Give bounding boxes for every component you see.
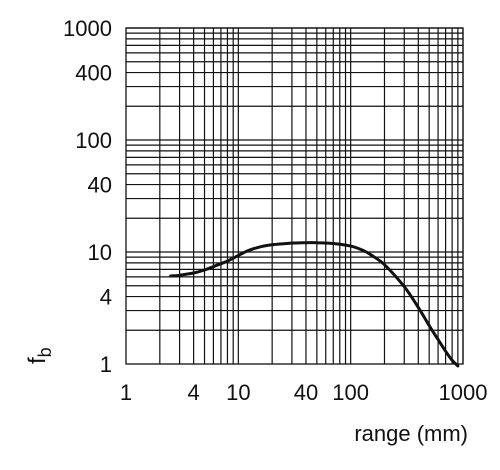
x-tick-label: 100: [332, 380, 369, 405]
x-tick-labels: 1 4 10 40 100 1000: [120, 380, 488, 405]
y-axis-label-main: f: [24, 357, 51, 364]
plot-frame: [125, 27, 464, 365]
y-tick-label: 1: [100, 352, 112, 377]
y-tick-label: 10: [88, 240, 112, 265]
y-axis-label: fb: [24, 347, 55, 364]
y-tick-label: 1000: [63, 16, 112, 41]
y-tick-label: 400: [75, 61, 112, 86]
y-tick-label: 40: [88, 173, 112, 198]
y-tick-labels: 1 4 10 40 100 400 1000: [63, 16, 112, 377]
x-tick-label: 4: [188, 380, 200, 405]
x-axis-label: range (mm): [354, 421, 468, 446]
y-tick-label: 100: [75, 128, 112, 153]
x-tick-label: 10: [226, 380, 250, 405]
y-axis-label-subscript: b: [35, 347, 55, 357]
series-line: [169, 241, 460, 368]
x-tick-label: 1000: [439, 380, 488, 405]
x-tick-label: 1: [120, 380, 132, 405]
x-tick-label: 40: [294, 380, 318, 405]
series-layer: [169, 241, 460, 368]
y-tick-label: 4: [100, 285, 112, 310]
grid: [126, 27, 464, 364]
